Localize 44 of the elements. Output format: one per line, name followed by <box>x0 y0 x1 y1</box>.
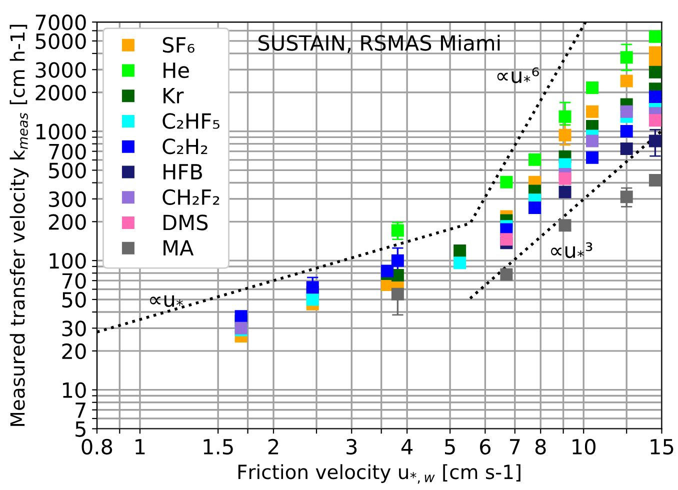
annotation: ∝u$_{*}$⁶ <box>497 67 539 84</box>
legend-label: HFB <box>164 164 202 180</box>
y-tick-label: 1000 <box>36 124 86 140</box>
annotation: ∝u$_{*}$³ <box>551 242 592 258</box>
y-tick-label: 50 <box>62 292 86 308</box>
legend-label: C₂H₂ <box>162 138 208 154</box>
x-tick-label: 3 <box>346 438 357 455</box>
annotation: SUSTAIN, RSMAS Miami <box>258 34 500 53</box>
y-tick-label: 700 <box>49 144 86 160</box>
y-tick-label: 30 <box>62 320 86 336</box>
x-tick-label: 0.8 <box>82 438 112 455</box>
x-tick-label: 5 <box>445 439 455 455</box>
x-tick-label: 1 <box>136 439 145 454</box>
y-tick-label: 10 <box>63 382 86 398</box>
x-axis-title: Friction velocity u$_{*,w}$ [cm s-1] <box>238 464 520 484</box>
x-tick-label: 15 <box>650 439 674 455</box>
y-tick-label: 7 <box>76 402 86 418</box>
legend-label: MA <box>164 240 194 256</box>
y-tick-label: 100 <box>50 253 86 269</box>
x-tick-label: 8 <box>535 438 546 455</box>
y-tick-label: 7000 <box>36 14 86 30</box>
y-tick-label: 200 <box>48 214 86 230</box>
y-tick-label: 20 <box>62 343 86 360</box>
y-tick-label: 5000 <box>36 33 86 50</box>
y-tick-label: 5 <box>76 421 86 437</box>
x-tick-label: 1.5 <box>204 439 233 455</box>
legend-label: DMS <box>164 214 208 230</box>
y-tick-label: 70 <box>62 273 86 289</box>
y-tick-label: 500 <box>49 162 86 178</box>
x-tick-label: 10 <box>572 438 596 455</box>
y-tick-label: 300 <box>49 191 86 208</box>
legend-label: SF₆ <box>162 37 194 53</box>
legend-label: Kr <box>164 88 184 104</box>
x-tick-label: 2 <box>268 438 278 454</box>
y-tick-label: 2000 <box>36 84 86 101</box>
legend-label: CH₂F₂ <box>162 189 220 205</box>
x-tick-label: 6 <box>480 438 490 455</box>
x-tick-label: 7 <box>510 439 520 454</box>
y-axis-title: Measured transfer velocity k$_{meas}$ [cm h-1] <box>10 24 29 426</box>
x-tick-label: 4 <box>401 439 413 454</box>
y-tick-label: 3000 <box>36 62 86 78</box>
annotation: ∝u$_{*}$ <box>150 295 183 308</box>
legend-label: C₂HF₅ <box>162 113 220 129</box>
legend-label: He <box>164 62 189 78</box>
